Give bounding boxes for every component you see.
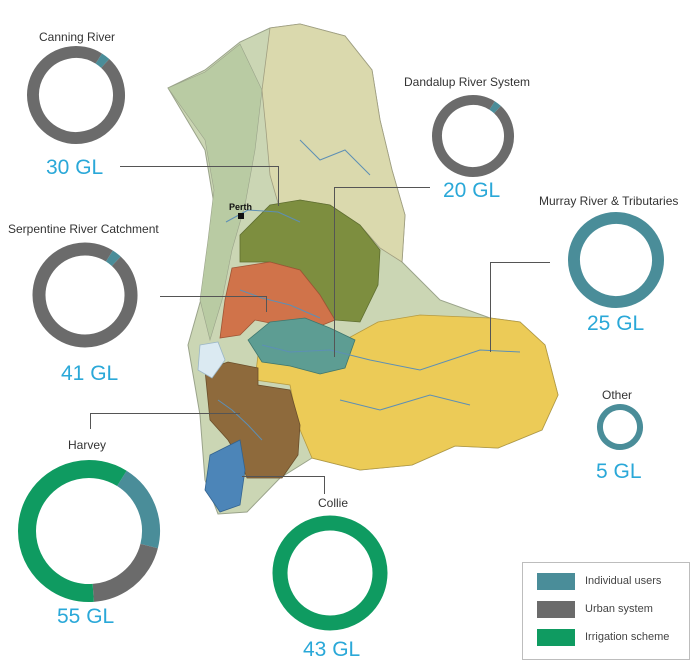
- harvey-value: 55 GL: [57, 605, 115, 628]
- legend: Individual users Urban system Irrigation…: [522, 562, 690, 660]
- leader-canning-v: [278, 166, 279, 206]
- legend-item-irrigation: Irrigation scheme: [537, 628, 669, 646]
- harvey-name: Harvey: [68, 438, 107, 452]
- leader-serpentine-v: [266, 296, 267, 312]
- rivers: [217, 139, 521, 441]
- leader-harvey: [90, 413, 240, 414]
- coastal-plain: [167, 43, 263, 342]
- leader-serpentine: [160, 296, 266, 297]
- perth-marker: [238, 213, 244, 219]
- leader-murray: [490, 262, 550, 263]
- canning-value: 30 GL: [46, 156, 104, 179]
- murray-name: Murray River & Tributaries: [539, 194, 679, 208]
- leader-dandalup-v: [334, 187, 335, 357]
- collie-name: Collie: [318, 496, 349, 510]
- legend-item-individual: Individual users: [537, 572, 661, 590]
- harvey-catchment: [204, 361, 301, 479]
- leader-collie-v: [324, 476, 325, 494]
- legend-label-irrigation: Irrigation scheme: [585, 631, 670, 643]
- other-value: 5 GL: [596, 460, 642, 483]
- serpentine-name: Serpentine River Catchment: [8, 222, 159, 236]
- legend-label-urban: Urban system: [585, 603, 653, 615]
- leader-collie: [242, 476, 324, 477]
- canning-name: Canning River: [39, 30, 116, 44]
- leader-dandalup: [334, 187, 430, 188]
- dandalup-name: Dandalup River System: [404, 75, 531, 89]
- leader-murray-v: [490, 262, 491, 352]
- legend-swatch-urban: [537, 600, 575, 618]
- legend-item-urban: Urban system: [537, 600, 653, 618]
- legend-label-individual: Individual users: [585, 575, 662, 587]
- individual-users-region: [247, 317, 356, 375]
- collie-catchment: [204, 439, 246, 513]
- serpentine-value: 41 GL: [61, 362, 119, 385]
- canning-catchment: [261, 23, 406, 263]
- leader-canning: [120, 166, 278, 167]
- collie-value: 43 GL: [303, 638, 361, 661]
- leader-harvey-v: [90, 413, 91, 429]
- murray-value: 25 GL: [587, 312, 645, 335]
- perth-label: Perth: [229, 202, 252, 212]
- legend-swatch-irrigation: [537, 628, 575, 646]
- dandalup-value: 20 GL: [443, 179, 501, 202]
- legend-swatch-individual: [537, 572, 575, 590]
- other-name: Other: [602, 388, 633, 402]
- estuary: [197, 341, 226, 379]
